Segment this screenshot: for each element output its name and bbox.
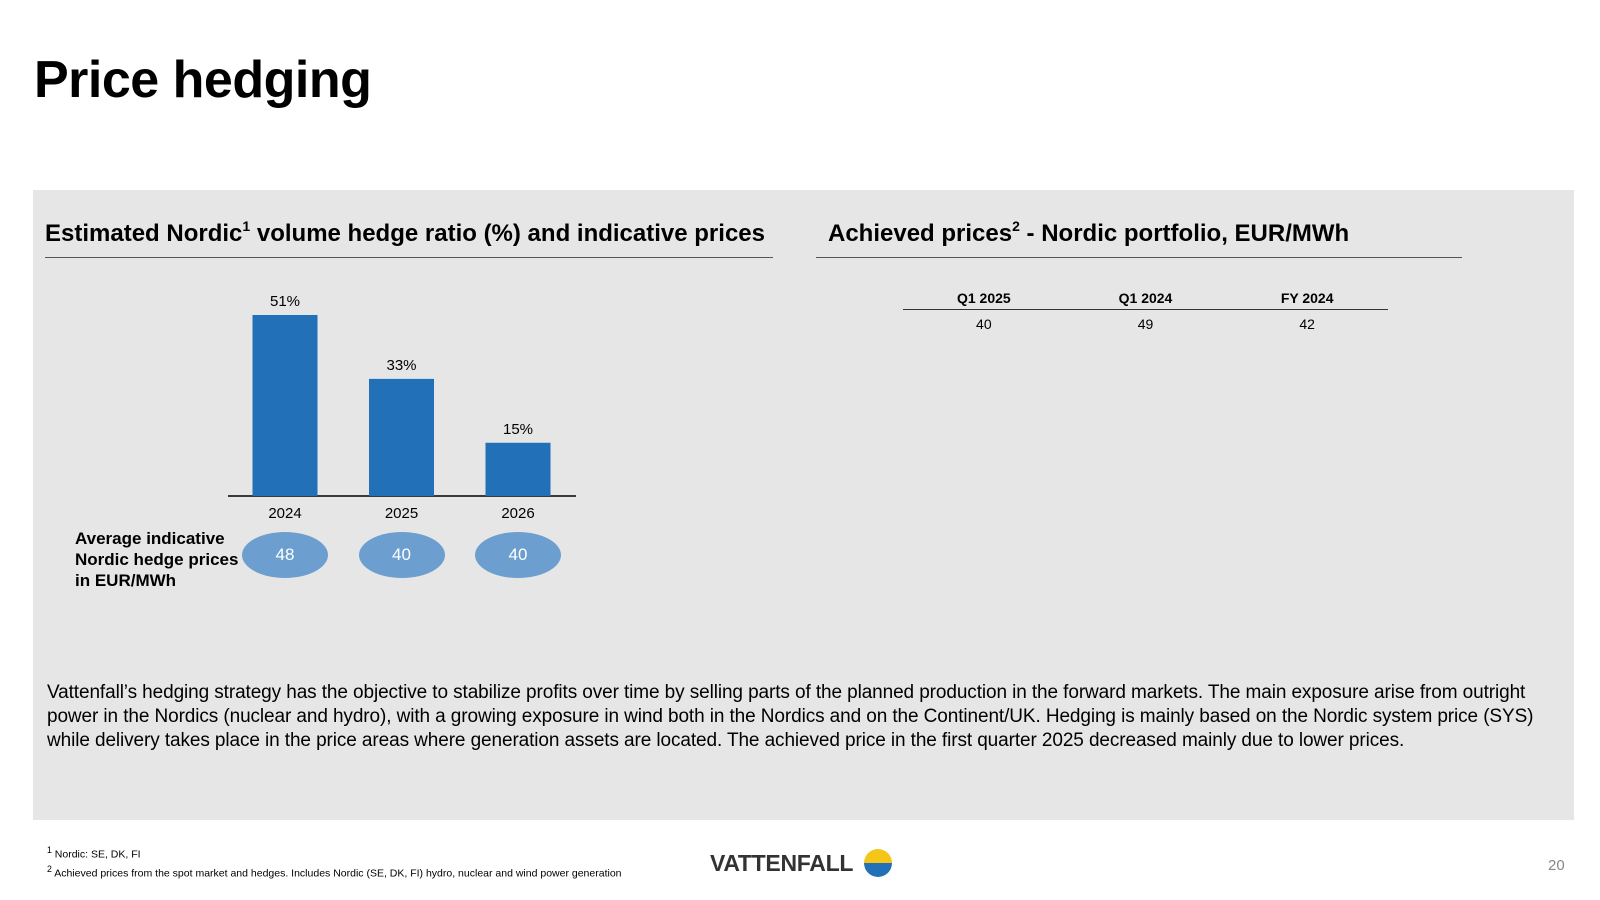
footnote-2: 2 Achieved prices from the spot market a… <box>47 863 622 880</box>
table-header-q1-2025: Q1 2025 <box>903 290 1065 310</box>
x-tick-label-2025: 2025 <box>385 505 418 522</box>
bar-2024 <box>252 315 318 496</box>
table-cell-q1-2024: 49 <box>1137 316 1154 332</box>
indicative-price-label: Average indicative Nordic hedge prices i… <box>75 529 239 590</box>
bar-value-label-2025: 33% <box>386 357 416 374</box>
vattenfall-logo: VATTENFALL <box>710 848 893 878</box>
bar-value-label-2024: 51% <box>270 293 300 310</box>
logo-wordmark: VATTENFALL <box>710 849 854 876</box>
bar-value-label-2026: 15% <box>503 421 533 438</box>
vattenfall-sun-icon <box>864 849 893 877</box>
bar-2025 <box>369 378 434 496</box>
footnotes: 1 Nordic: SE, DK, FI 2 Achieved prices f… <box>47 843 667 880</box>
table-cell-fy-2024: 42 <box>1299 316 1315 332</box>
table-header-row: Q1 2025 Q1 2024 FY 2024 <box>903 290 1388 310</box>
x-tick-label-2026: 2026 <box>501 505 534 522</box>
page-title: Price hedging <box>34 51 372 109</box>
bar-2026 <box>485 442 551 496</box>
x-tick-label-2024: 2024 <box>268 505 301 522</box>
achieved-prices-table: Q1 2025 Q1 2024 FY 2024 40 49 42 <box>903 290 1388 333</box>
table-row: 40 49 42 <box>903 310 1388 334</box>
achieved-prices-section-title: Achieved prices2 - Nordic portfolio, EUR… <box>828 218 1350 247</box>
page-number: 20 <box>1548 857 1565 874</box>
indicative-price-2026: 40 <box>475 532 561 578</box>
hedge-ratio-section-title: Estimated Nordic1 volume hedge ratio (%)… <box>45 218 765 247</box>
hedge-ratio-section-rule <box>45 257 773 258</box>
content-panel: Estimated Nordic1 volume hedge ratio (%)… <box>33 190 1574 820</box>
table-header-fy-2024: FY 2024 <box>1226 290 1388 310</box>
hedge-ratio-chart: 51% 2024 33% 2025 15% 2026 <box>228 293 576 522</box>
table-cell-q1-2025: 40 <box>976 316 992 332</box>
table-header-q1-2024: Q1 2024 <box>1064 290 1227 310</box>
achieved-prices-section-rule <box>816 257 1462 258</box>
indicative-price-2025: 40 <box>358 532 445 578</box>
indicative-price-2024: 48 <box>242 532 328 578</box>
hedging-strategy-text: Vattenfall’s hedging strategy has the ob… <box>47 682 1534 751</box>
footnote-1: 1 Nordic: SE, DK, FI <box>47 845 141 861</box>
